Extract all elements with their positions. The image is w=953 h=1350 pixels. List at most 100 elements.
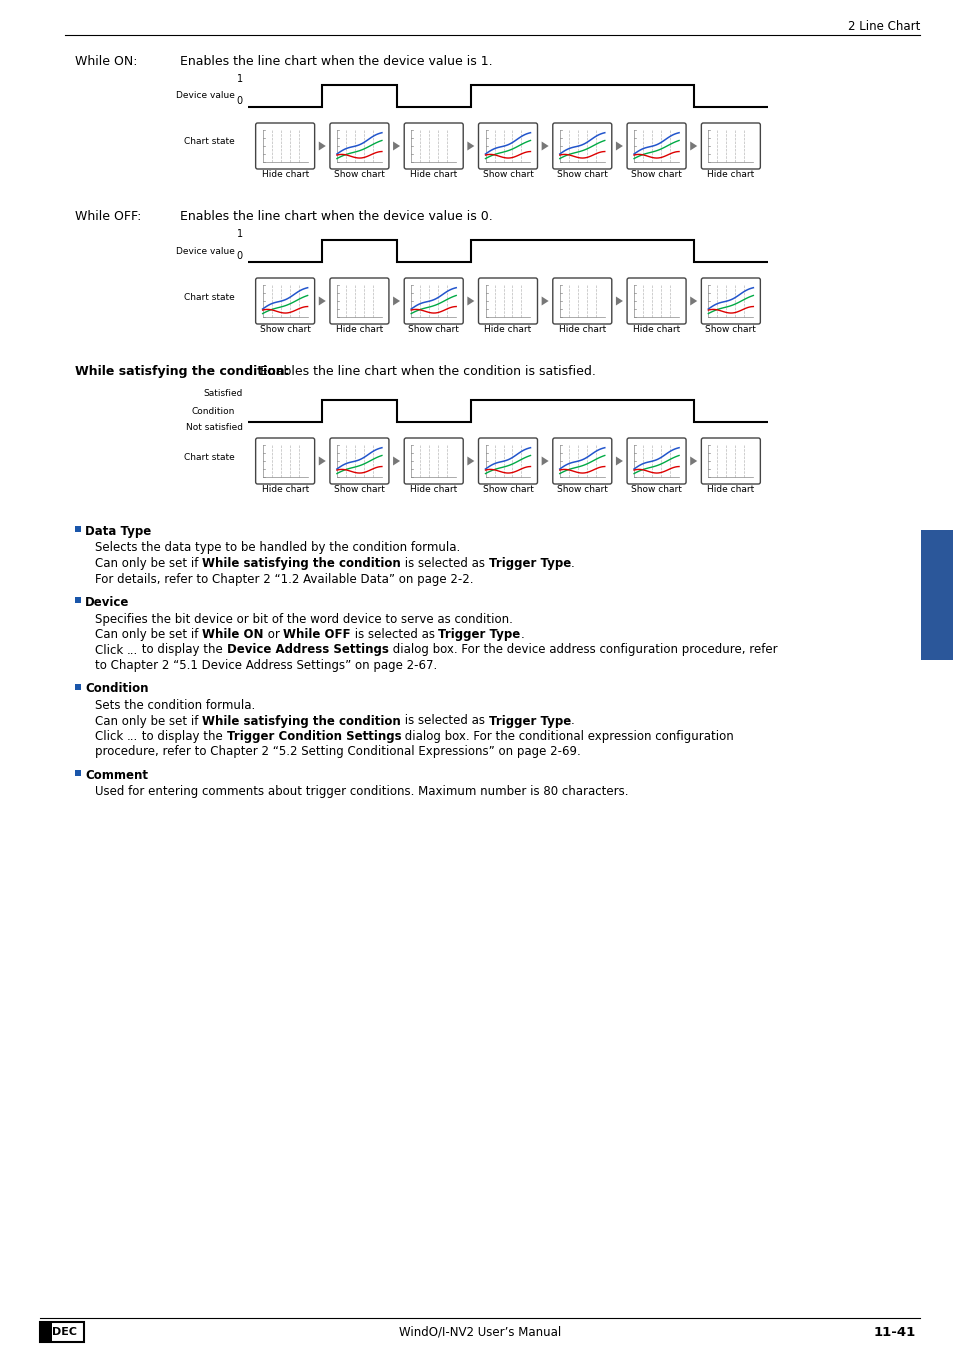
FancyBboxPatch shape	[40, 1322, 84, 1342]
Text: 0: 0	[236, 96, 243, 107]
Polygon shape	[616, 456, 622, 466]
Text: Click: Click	[95, 644, 127, 656]
Text: Enables the line chart when the device value is 0.: Enables the line chart when the device v…	[180, 211, 493, 223]
Text: While satisfying the condition: While satisfying the condition	[202, 558, 400, 570]
Text: Show chart: Show chart	[482, 170, 533, 180]
Text: Trigger Type: Trigger Type	[488, 714, 570, 728]
Text: Device: Device	[85, 595, 130, 609]
Text: .: .	[570, 714, 574, 728]
Text: is selected as: is selected as	[400, 714, 488, 728]
FancyBboxPatch shape	[552, 278, 611, 324]
FancyBboxPatch shape	[700, 123, 760, 169]
Polygon shape	[541, 142, 548, 150]
Polygon shape	[467, 297, 474, 305]
FancyBboxPatch shape	[330, 123, 389, 169]
Polygon shape	[318, 142, 325, 150]
Text: Hide chart: Hide chart	[706, 485, 754, 494]
FancyBboxPatch shape	[552, 437, 611, 485]
Text: ...: ...	[127, 644, 138, 656]
Text: While OFF: While OFF	[283, 628, 351, 641]
Text: Show chart: Show chart	[334, 485, 384, 494]
Text: Selects the data type to be handled by the condition formula.: Selects the data type to be handled by t…	[95, 541, 459, 555]
FancyBboxPatch shape	[478, 437, 537, 485]
Bar	[75, 526, 81, 532]
Text: Show chart: Show chart	[482, 485, 533, 494]
Text: Used for entering comments about trigger conditions. Maximum number is 80 charac: Used for entering comments about trigger…	[95, 786, 628, 798]
FancyBboxPatch shape	[330, 278, 389, 324]
Polygon shape	[616, 297, 622, 305]
Text: Can only be set if: Can only be set if	[95, 714, 202, 728]
Text: Device value: Device value	[176, 247, 234, 255]
Text: Can only be set if: Can only be set if	[95, 558, 202, 570]
Text: Hide chart: Hide chart	[261, 485, 309, 494]
Text: Trigger Type: Trigger Type	[438, 628, 520, 641]
Polygon shape	[616, 142, 622, 150]
Text: Hide chart: Hide chart	[484, 325, 531, 333]
Text: Charts: Charts	[930, 586, 943, 625]
Text: Sets the condition formula.: Sets the condition formula.	[95, 699, 255, 711]
Text: Chart state: Chart state	[184, 452, 234, 462]
Text: Show chart: Show chart	[408, 325, 458, 333]
Polygon shape	[393, 142, 399, 150]
Text: WindO/I-NV2 User’s Manual: WindO/I-NV2 User’s Manual	[398, 1326, 560, 1338]
Text: Data Type: Data Type	[85, 525, 152, 539]
FancyBboxPatch shape	[626, 278, 685, 324]
Text: Specifies the bit device or bit of the word device to serve as condition.: Specifies the bit device or bit of the w…	[95, 613, 513, 625]
Text: dialog box. For the conditional expression configuration: dialog box. For the conditional expressi…	[401, 730, 734, 742]
Text: is selected as: is selected as	[351, 628, 438, 641]
Text: Show chart: Show chart	[557, 170, 607, 180]
Text: Chart state: Chart state	[184, 293, 234, 301]
FancyBboxPatch shape	[404, 437, 463, 485]
Text: 1: 1	[236, 74, 243, 84]
Text: Hide chart: Hide chart	[632, 325, 679, 333]
Text: dialog box. For the device address configuration procedure, refer: dialog box. For the device address confi…	[388, 644, 777, 656]
Text: to Chapter 2 “5.1 Device Address Settings” on page 2-67.: to Chapter 2 “5.1 Device Address Setting…	[95, 659, 436, 672]
Polygon shape	[689, 456, 697, 466]
Text: Hide chart: Hide chart	[706, 170, 754, 180]
Text: Show chart: Show chart	[557, 485, 607, 494]
FancyBboxPatch shape	[700, 278, 760, 324]
Text: Not satisfied: Not satisfied	[186, 423, 243, 432]
Text: .: .	[520, 628, 524, 641]
Text: Condition: Condition	[85, 683, 149, 695]
Text: .: .	[570, 558, 574, 570]
Text: Trigger Type: Trigger Type	[488, 558, 570, 570]
Polygon shape	[318, 456, 325, 466]
Text: Enables the line chart when the condition is satisfied.: Enables the line chart when the conditio…	[256, 364, 596, 378]
Text: 0: 0	[236, 251, 243, 261]
Text: Can only be set if: Can only be set if	[95, 628, 202, 641]
Text: Enables the line chart when the device value is 1.: Enables the line chart when the device v…	[180, 55, 492, 68]
Bar	[75, 597, 81, 603]
Polygon shape	[318, 297, 325, 305]
Text: For details, refer to Chapter 2 “1.2 Available Data” on page 2-2.: For details, refer to Chapter 2 “1.2 Ava…	[95, 572, 473, 586]
Polygon shape	[689, 142, 697, 150]
FancyBboxPatch shape	[255, 123, 314, 169]
Text: IDEC: IDEC	[49, 1327, 77, 1336]
Text: Click: Click	[95, 730, 127, 742]
FancyBboxPatch shape	[330, 437, 389, 485]
Text: 2 Line Chart: 2 Line Chart	[846, 20, 919, 32]
Polygon shape	[541, 297, 548, 305]
Text: Satisfied: Satisfied	[203, 389, 243, 398]
Text: Hide chart: Hide chart	[558, 325, 605, 333]
Polygon shape	[393, 456, 399, 466]
Polygon shape	[467, 142, 474, 150]
FancyBboxPatch shape	[700, 437, 760, 485]
Text: is selected as: is selected as	[400, 558, 488, 570]
Text: Hide chart: Hide chart	[410, 170, 456, 180]
FancyBboxPatch shape	[404, 278, 463, 324]
Text: Chart state: Chart state	[184, 138, 234, 147]
Text: Condition: Condition	[192, 406, 234, 416]
Text: or: or	[263, 628, 283, 641]
Text: procedure, refer to Chapter 2 “5.2 Setting Conditional Expressions” on page 2-69: procedure, refer to Chapter 2 “5.2 Setti…	[95, 745, 580, 759]
Text: Comment: Comment	[85, 769, 148, 782]
Text: Show chart: Show chart	[259, 325, 311, 333]
Text: Hide chart: Hide chart	[335, 325, 383, 333]
Polygon shape	[467, 456, 474, 466]
Bar	[75, 683, 81, 690]
FancyBboxPatch shape	[626, 123, 685, 169]
Text: Show chart: Show chart	[631, 485, 681, 494]
Text: Hide chart: Hide chart	[410, 485, 456, 494]
Text: While OFF:: While OFF:	[75, 211, 141, 223]
Text: Show chart: Show chart	[631, 170, 681, 180]
